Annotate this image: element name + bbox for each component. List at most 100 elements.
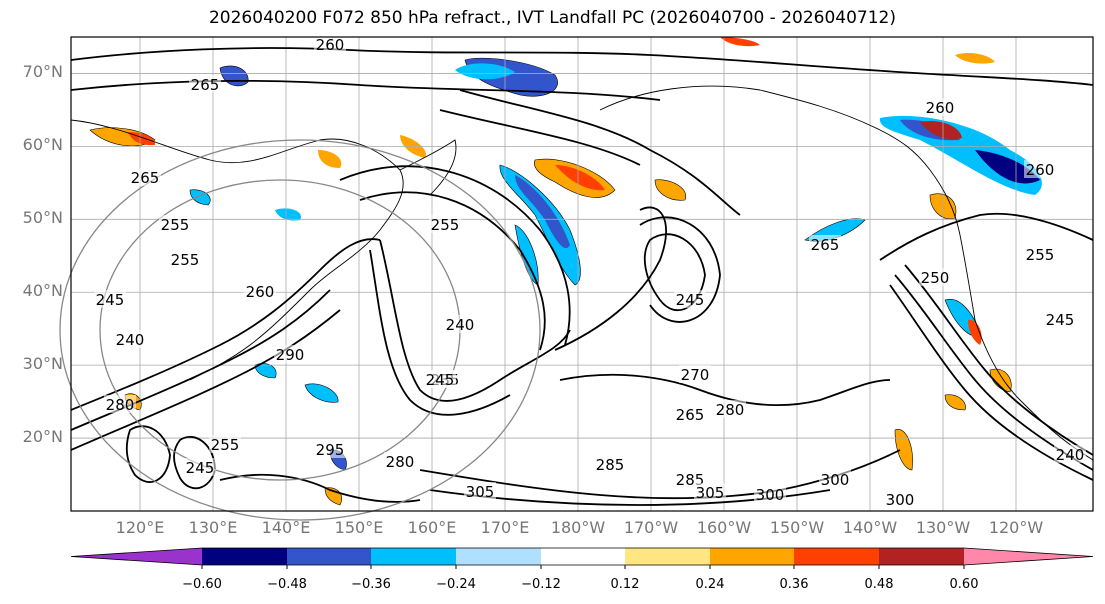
latitude-label: 70°N [22, 62, 63, 82]
colorbar-segment [287, 548, 371, 565]
coastlines [70, 85, 1094, 461]
latitude-label: 30°N [22, 354, 63, 374]
colorbar-tick-label: 0.60 [949, 577, 979, 592]
longitude-label: 130°E [188, 518, 238, 537]
contour-label: 285 [596, 456, 625, 474]
longitude-label: 140°E [261, 518, 311, 537]
contour-label-bg [424, 370, 456, 388]
contour-label-bg [1024, 245, 1056, 263]
contour-label-bg [184, 458, 216, 476]
contour-east-jet-3 [904, 264, 1094, 456]
colorbar-tick-label: −0.36 [351, 577, 391, 592]
contour-label-bg [244, 282, 276, 300]
longitude-label: 160°E [407, 518, 457, 537]
contour-label: 260 [246, 283, 275, 301]
orange-patch-aleutian [654, 179, 687, 201]
contour-trough [379, 239, 571, 402]
blue-streak-a-core [515, 175, 570, 249]
blue-streak-a [499, 164, 581, 286]
contour-label: 260 [316, 36, 345, 54]
colorbar-tick-label: 0.12 [610, 577, 640, 592]
contour-label: 255 [211, 436, 240, 454]
contour-label-bg [754, 485, 786, 503]
contour-label: 240 [1056, 446, 1085, 464]
contour-mid [554, 206, 667, 351]
shaded-patches [89, 37, 1042, 506]
contour-label: 245 [96, 291, 125, 309]
contour-east-jet-2 [894, 274, 1094, 471]
contour-jet-west [70, 238, 381, 411]
contour-label-bg [1044, 310, 1076, 328]
map-frame [70, 36, 1094, 512]
colorbar-tick-label: −0.24 [436, 577, 476, 592]
contour-label-bg [159, 215, 191, 233]
longitude-label: 150°W [769, 518, 825, 537]
orange-patch-arctic [955, 52, 995, 64]
contour-label: 280 [386, 453, 415, 471]
contour-label: 305 [696, 484, 725, 502]
contour-label-bg [674, 290, 706, 308]
contour-label-bg [189, 75, 221, 93]
contour-label-bg [94, 290, 126, 308]
colorbar-tick-label: 0.24 [695, 577, 725, 592]
blue-patch-east-asia [254, 363, 277, 379]
contour-label-bg [129, 168, 161, 186]
range-circle-outer [59, 139, 541, 521]
contour-label: 245 [676, 291, 705, 309]
contour-label-bg [809, 235, 841, 253]
contour-jet-west-3 [70, 309, 341, 451]
contour-label-bg [274, 345, 306, 363]
contour-south-west [219, 473, 421, 503]
contour-arctic [70, 47, 1094, 86]
contour-label-bg [884, 490, 916, 508]
red-patch-alaska [920, 120, 962, 140]
contour-label: 250 [921, 269, 950, 287]
contour-label: 305 [466, 483, 495, 501]
orange-patch-subtrop [894, 428, 913, 471]
colorbar-segment [625, 548, 710, 565]
contour-label: 280 [716, 401, 745, 419]
colorbar-tick-label: −0.12 [521, 577, 561, 592]
longitude-label: 130°W [915, 518, 971, 537]
contour-label-bg [1024, 160, 1056, 178]
blue-patch-west-pacific-a [304, 383, 339, 403]
longitude-label: 120°W [988, 518, 1044, 537]
na-west-coast [959, 234, 1094, 461]
colorbar [70, 547, 1094, 569]
longitude-label: 140°W [842, 518, 898, 537]
colorbar-tick-label: −0.48 [267, 577, 307, 592]
contour-label-bg [104, 395, 136, 413]
contour-label-bg [919, 268, 951, 286]
contour-labels: 2602652652552552602402452902552402352452… [94, 35, 1086, 509]
contour-label-bg [924, 98, 956, 116]
latitude-label: 40°N [22, 281, 63, 301]
longitude-label: 180°W [550, 518, 606, 537]
colorbar-segment [541, 548, 625, 565]
longitude-label: 170°W [623, 518, 679, 537]
longitude-label: 160°W [696, 518, 752, 537]
longitude-label: 150°E [334, 518, 384, 537]
asia-coast [70, 119, 404, 381]
contour-label: 260 [1026, 161, 1055, 179]
contour-label: 240 [116, 331, 145, 349]
blue-patch-edge [455, 63, 515, 80]
contour-arctic-2 [70, 79, 661, 101]
kamchatka-coast [399, 139, 457, 196]
contour-label-bg [314, 35, 346, 53]
contour-label: 280 [106, 396, 135, 414]
contour-label-bg [444, 315, 476, 333]
colorbar-segment [456, 548, 541, 565]
longitude-label: 170°E [480, 518, 530, 537]
contour-label-bg [674, 405, 706, 423]
contour-ridge-2 [339, 165, 571, 346]
colorbar-extend-min [71, 548, 202, 565]
colorbar-segment [879, 548, 964, 565]
contour-label-bg [384, 452, 416, 470]
contour-label: 245 [1046, 311, 1075, 329]
colorbar-tick-label: −0.60 [182, 577, 222, 592]
contour-trough-2 [369, 249, 511, 416]
latitude-label: 60°N [22, 135, 63, 155]
colorbar-segment [710, 548, 794, 565]
contour-label: 300 [821, 471, 850, 489]
